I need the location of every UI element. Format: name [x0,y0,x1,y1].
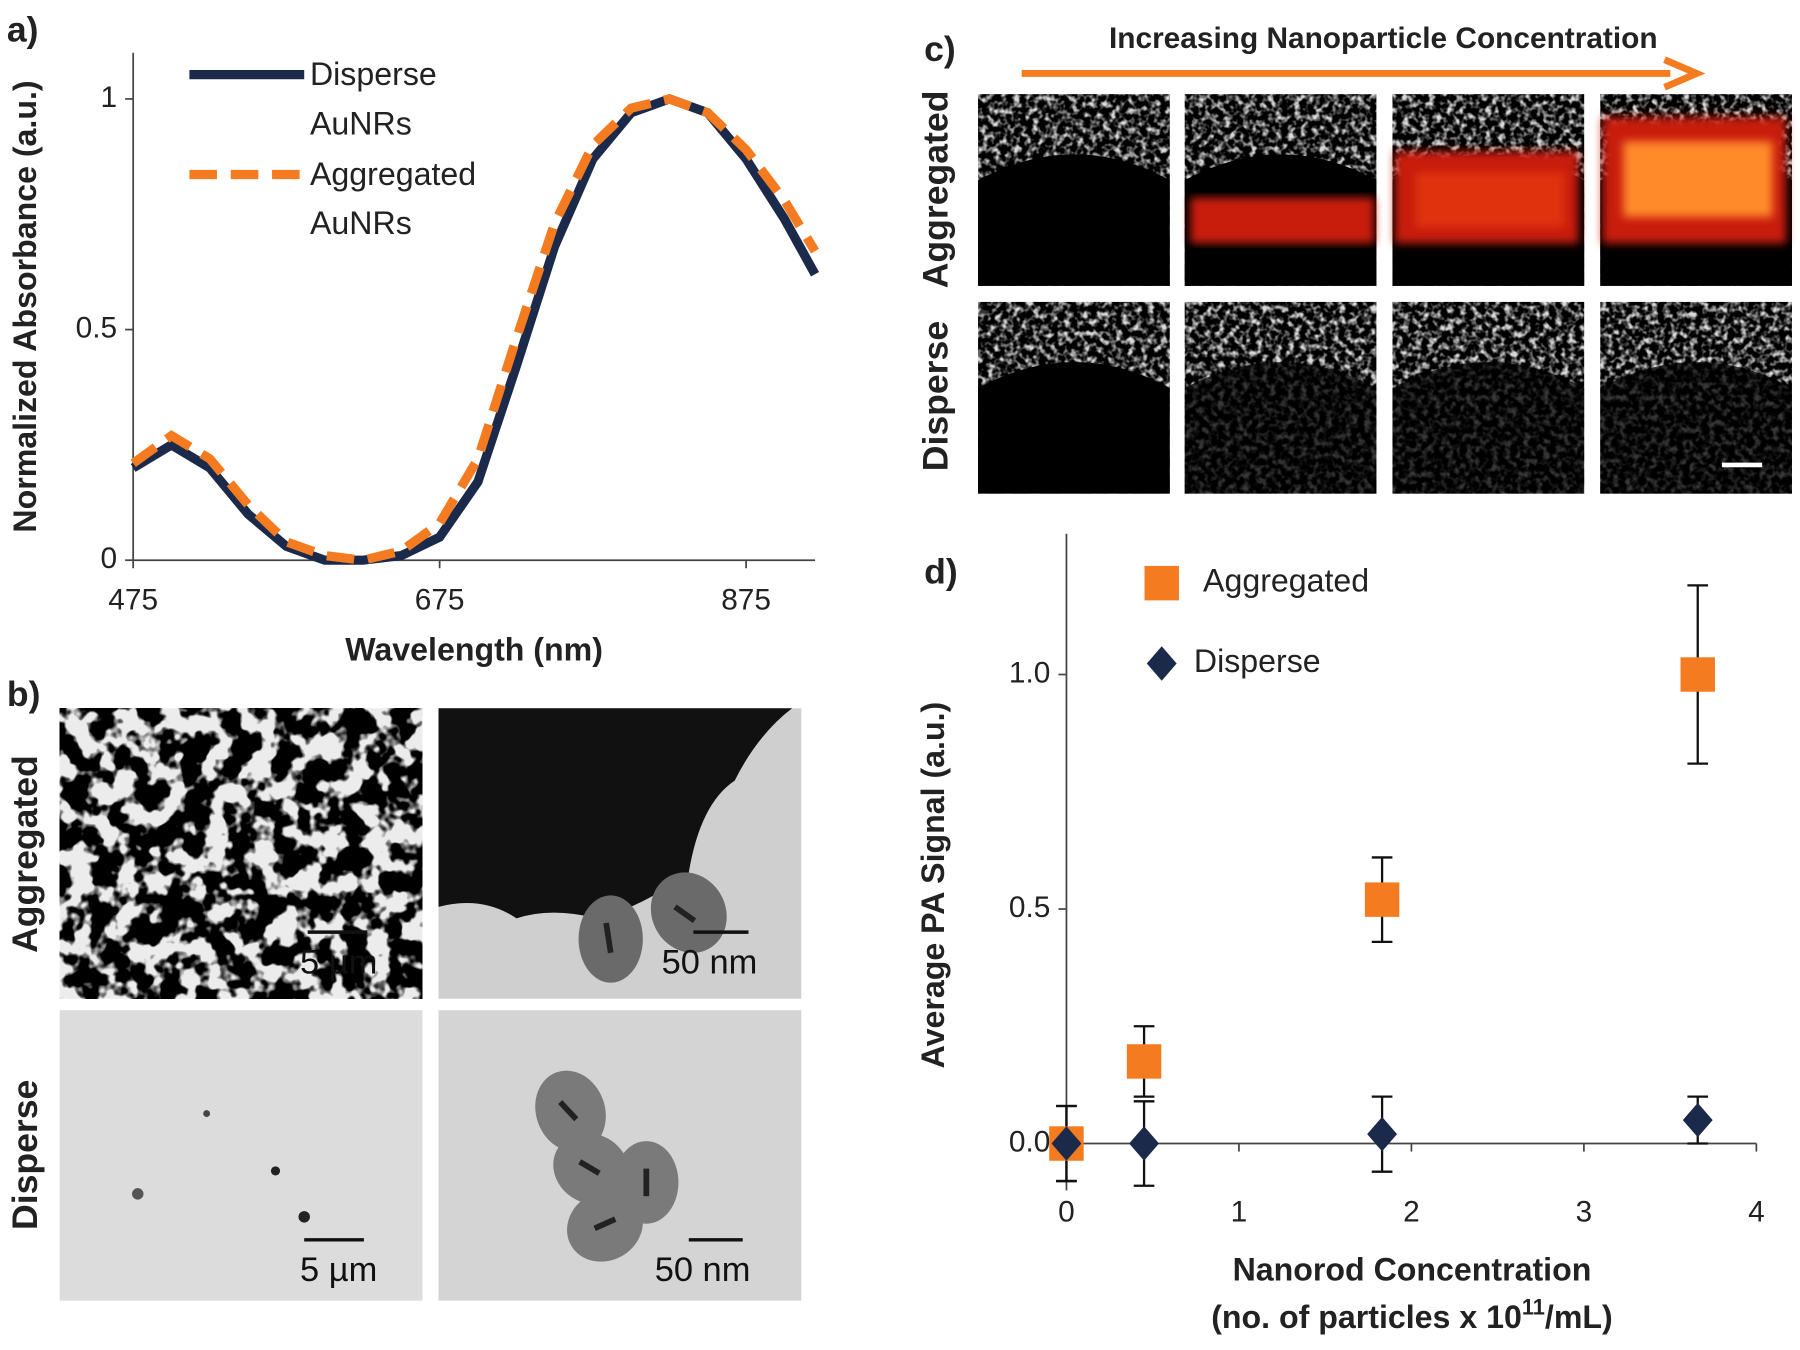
marker [1367,1116,1398,1152]
y-axis-title: Average PA Signal (a.u.) [915,702,951,1069]
x-tick-label: 675 [415,583,465,616]
row-label: Disperse [5,1080,45,1230]
x-axis-title: Nanorod Concentration [1233,1251,1592,1287]
line-series [130,94,819,565]
marker [1129,1126,1159,1161]
row-label: Aggregated [915,91,955,289]
x-tick-label: 3 [1576,1195,1593,1228]
legend-entry: Aggregated AuNRs [309,156,477,242]
row-label: Disperse [915,321,955,471]
tile-shadow [978,154,1170,286]
x-tick-label: 875 [721,583,771,616]
marker [1051,1126,1082,1161]
y-tick-label: 1 [100,81,117,114]
legend-label: Disperse AuNRs [309,56,437,142]
panel-label: b) [7,674,41,714]
marker [1680,657,1715,692]
tile-shadow [1600,362,1792,494]
marker [1682,1102,1713,1138]
scale-bar-label: 5 µm [300,943,377,981]
panel-label: c) [924,29,956,69]
y-tick-label: 0.5 [76,311,117,344]
y-tick-label: 0 [100,542,117,575]
x-tick-label: 475 [108,583,158,616]
legend-entry: Disperse AuNRs [309,56,437,142]
y-tick-label: 1.0 [1009,656,1050,689]
tile-shadow [978,362,1170,494]
x-axis-title-part: /mL) [1545,1300,1613,1336]
scale-bar-label: 5 µm [300,1251,377,1289]
legend-label: Disperse [1194,643,1321,679]
row-label: Aggregated [5,755,45,953]
pa-images [978,94,1792,494]
tile-shadow [1184,362,1377,494]
x-tick-label: 0 [1058,1195,1075,1228]
y-tick-label: 0.0 [1009,1125,1050,1158]
panel-label: a) [7,10,39,50]
scale-bar-label: 50 nm [655,1251,751,1289]
legend-swatch [1146,646,1177,681]
arrow-head [1663,56,1706,91]
marker [1364,882,1400,917]
legend-label: Aggregated [1203,563,1369,599]
x-tick-label: 2 [1403,1195,1420,1228]
x-tick-label: 4 [1748,1195,1765,1228]
panel-label: d) [924,551,958,591]
x-axis-title: Wavelength (nm) [345,632,603,668]
legend-label: Aggregated AuNRs [309,156,477,242]
legend-swatch [1144,565,1179,601]
image-title: Increasing Nanoparticle Concentration [1109,22,1658,55]
y-tick-label: 0.5 [1009,891,1050,924]
pa-signal [1415,172,1565,228]
x-axis-title-part: (no. of particles x 10 [1211,1300,1522,1336]
scale-bar-label: 50 nm [662,943,758,981]
x-axis-title-part: 11 [1522,1294,1545,1319]
pa-signal [1623,141,1773,217]
x-tick-label: 1 [1231,1195,1248,1228]
pa-signal [1190,197,1375,244]
y-axis-title: Normalized Absorbance (a.u.) [7,80,43,532]
marker [1126,1044,1162,1079]
tile-shadow [1392,362,1585,494]
tem-images [59,708,802,1301]
x-axis-title: (no. of particles x 1011/mL) [1211,1294,1613,1335]
